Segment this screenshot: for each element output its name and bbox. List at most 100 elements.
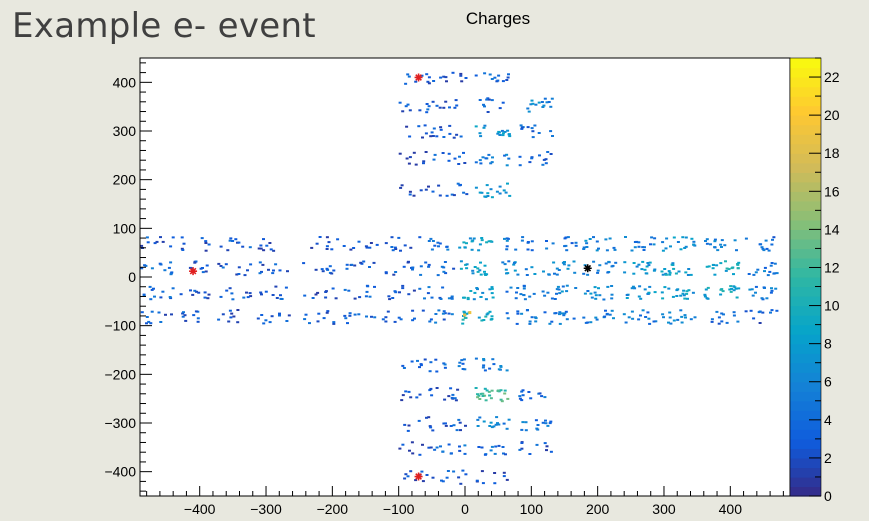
colorbar-band <box>790 400 821 411</box>
heatmap-cell <box>485 389 489 392</box>
heatmap-cell <box>531 130 535 133</box>
heatmap-cell <box>550 297 554 300</box>
colorbar-band <box>790 229 821 240</box>
heatmap-cell <box>242 296 246 299</box>
heatmap-cell <box>449 452 453 455</box>
heatmap-cell <box>221 266 225 269</box>
heatmap-cell <box>405 157 409 160</box>
colorbar-band <box>790 362 821 373</box>
heatmap-cell <box>594 294 598 297</box>
heatmap-cell <box>303 294 307 297</box>
heatmap-cell <box>203 291 207 294</box>
heatmap-cell <box>639 297 643 300</box>
y-tick-label: 300 <box>113 123 137 139</box>
heatmap-cell <box>269 248 273 251</box>
heatmap-cell <box>447 159 451 162</box>
heatmap-cell <box>720 246 723 248</box>
heatmap-cell <box>476 396 480 399</box>
heatmap-cell <box>153 295 156 298</box>
heatmap-cell <box>681 292 685 295</box>
heatmap-cell <box>536 428 540 431</box>
heatmap-cell <box>262 322 266 325</box>
heatmap-cell <box>474 186 478 189</box>
colorbar-band <box>790 486 821 497</box>
heatmap-cell <box>478 416 482 419</box>
heatmap-cell <box>459 260 463 263</box>
heatmap-cell <box>497 423 501 426</box>
heatmap-cell <box>520 428 524 431</box>
heatmap-cell <box>633 246 637 249</box>
heatmap-cell <box>325 236 329 239</box>
heatmap-cell <box>639 314 642 317</box>
heatmap-cell <box>732 273 735 276</box>
heatmap-cell <box>518 164 522 167</box>
heatmap-cell <box>271 294 275 296</box>
heatmap-cell <box>246 269 249 272</box>
colorbar-band <box>790 438 821 449</box>
heatmap-cell <box>171 236 175 239</box>
colorbar-band <box>790 467 821 478</box>
heatmap-cell <box>520 127 524 130</box>
heatmap-cell <box>513 261 516 264</box>
heatmap-cell <box>735 249 738 252</box>
heatmap-cell <box>680 315 684 318</box>
heatmap-cell <box>482 359 486 362</box>
heatmap-cell <box>448 106 451 109</box>
heatmap-cell <box>588 238 592 240</box>
heatmap-cell <box>328 265 332 268</box>
heatmap-cell <box>505 164 509 167</box>
heatmap-cell <box>343 314 347 317</box>
heatmap-cell <box>497 130 501 133</box>
heatmap-cell <box>264 290 268 293</box>
heatmap-cell <box>664 273 668 276</box>
heatmap-cell <box>438 296 442 299</box>
heatmap-cell <box>553 312 557 315</box>
heatmap-cell <box>638 285 642 288</box>
heatmap-cell <box>760 297 764 300</box>
heatmap-cell <box>466 296 470 299</box>
heatmap-cell <box>472 237 476 240</box>
heatmap-cell <box>219 265 223 267</box>
x-axis: −400 −300 −200 −100 0 100 200 300 400 <box>146 486 784 517</box>
heatmap-cell <box>387 295 391 298</box>
heatmap-cell <box>661 273 665 276</box>
heatmap-cell <box>679 309 683 312</box>
heatmap-cell <box>458 421 462 424</box>
heatmap-cell <box>451 71 455 74</box>
heatmap-cell <box>410 360 414 363</box>
heatmap-cell <box>506 76 510 79</box>
heatmap-cell <box>641 246 645 249</box>
heatmap-cell <box>401 443 405 446</box>
heatmap-cell <box>681 236 685 239</box>
heatmap-cell <box>489 397 493 400</box>
heatmap-cell <box>521 389 525 392</box>
heatmap-cell <box>407 75 411 78</box>
heatmap-cell <box>633 287 637 290</box>
heatmap-cell <box>442 310 446 313</box>
heatmap-cell <box>245 291 248 294</box>
heatmap-cell <box>373 316 377 319</box>
heatmap-cell <box>503 154 507 157</box>
colorbar-band <box>790 324 821 335</box>
heatmap-cell <box>504 191 508 194</box>
heatmap-cell <box>260 293 263 296</box>
heatmap-cell <box>537 132 541 134</box>
heatmap-cell <box>362 260 366 263</box>
heatmap-cell <box>442 136 446 138</box>
heatmap-cell <box>427 82 431 85</box>
colorbar-tick-label: 10 <box>824 298 840 314</box>
heatmap-cell <box>480 237 484 239</box>
heatmap-cell <box>447 443 451 446</box>
heatmap-cell <box>447 297 451 300</box>
heatmap-cell <box>458 155 461 158</box>
heatmap-cell <box>474 357 478 360</box>
heatmap-cell <box>680 321 684 324</box>
colorbar-band <box>790 305 821 316</box>
heatmap-cell <box>493 452 497 455</box>
heatmap-cell <box>507 418 511 421</box>
heatmap-cell <box>545 449 548 452</box>
heatmap-cell <box>145 322 148 325</box>
chart-title: Charges <box>466 9 530 28</box>
heatmap-cell <box>491 358 495 361</box>
heatmap-cell <box>140 311 144 314</box>
